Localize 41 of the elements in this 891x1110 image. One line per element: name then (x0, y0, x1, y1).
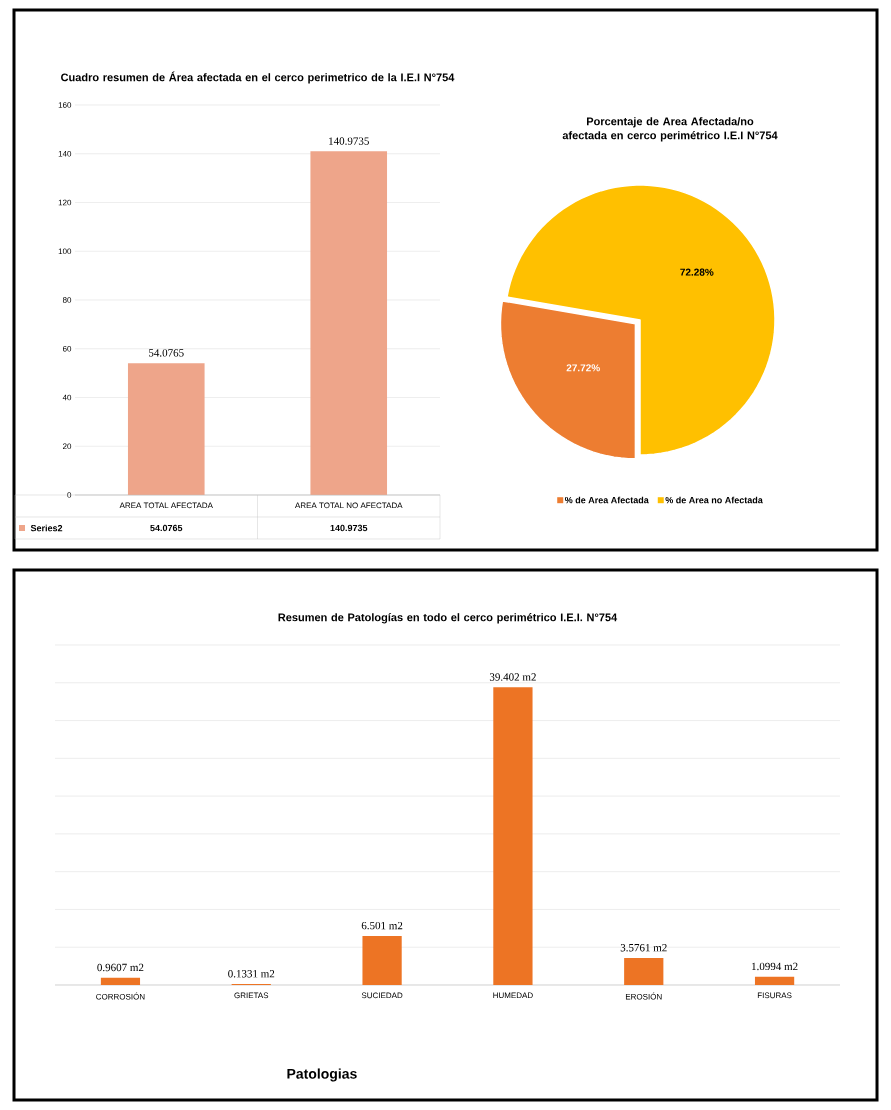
legend-label: Series2 (30, 524, 63, 532)
legend-label: % de Area no Afectada (665, 496, 763, 504)
y-tick-label: 60 (62, 345, 72, 352)
chart-title: Porcentaje de Area Afectada/no afectada en cerco perimétrico I.E.I N°754 (562, 117, 778, 142)
data-label: 39.402 m2 (489, 673, 536, 681)
data-label: 3.5761 m2 (620, 944, 667, 952)
data-label: 54.0765 (150, 524, 183, 532)
y-tick-label: 20 (62, 443, 72, 450)
data-label: 0.1331 m2 (228, 969, 275, 978)
bar (754, 976, 795, 985)
legend-label: % de Area Afectada (564, 496, 649, 504)
bar (100, 977, 141, 985)
data-label: 27.72% (566, 364, 600, 372)
data-label: 1.0994 m2 (752, 962, 798, 971)
y-tick-label: 120 (58, 199, 72, 206)
data-label: 140.9735 (330, 524, 368, 532)
data-label: 72.28% (680, 268, 714, 276)
bar (493, 687, 533, 985)
x-tick-label: HUMEDAD (493, 992, 533, 999)
x-tick-label: FISURAS (757, 992, 792, 999)
x-tick-label: CORROSIÓN (96, 992, 145, 1000)
y-tick-label: 0 (67, 492, 72, 498)
x-tick-label: SUCIEDAD (361, 992, 403, 999)
data-label: 6.501 m2 (361, 921, 403, 930)
data-label: 0.9607 m2 (97, 963, 144, 972)
y-tick-label: 160 (58, 102, 72, 108)
bar (362, 935, 402, 985)
text: 54.0765 (149, 349, 184, 357)
x-tick-label: AREA TOTAL AFECTADA (119, 502, 213, 509)
bar (624, 957, 664, 985)
x-tick-label: GRIETAS (234, 992, 269, 999)
y-tick-label: 40 (62, 394, 72, 401)
y-tick-label: 80 (62, 297, 72, 303)
text: 140.9735 (329, 137, 369, 145)
x-tick-label: EROSIÓN (625, 992, 662, 1000)
x-axis-title: Patologias (287, 1068, 357, 1082)
y-tick-label: 100 (58, 248, 72, 255)
x-tick-label: AREA TOTAL NO AFECTADA (294, 502, 403, 509)
chart-title: Resumen de Patologías en todo el cerco perimétrico I.E.I. N°754 (278, 613, 618, 624)
chart-title: Cuadro resumen de Área afectada en el cerco perimetrico de la I.E.I N°754 (61, 71, 455, 84)
y-tick-label: 140 (58, 150, 72, 157)
